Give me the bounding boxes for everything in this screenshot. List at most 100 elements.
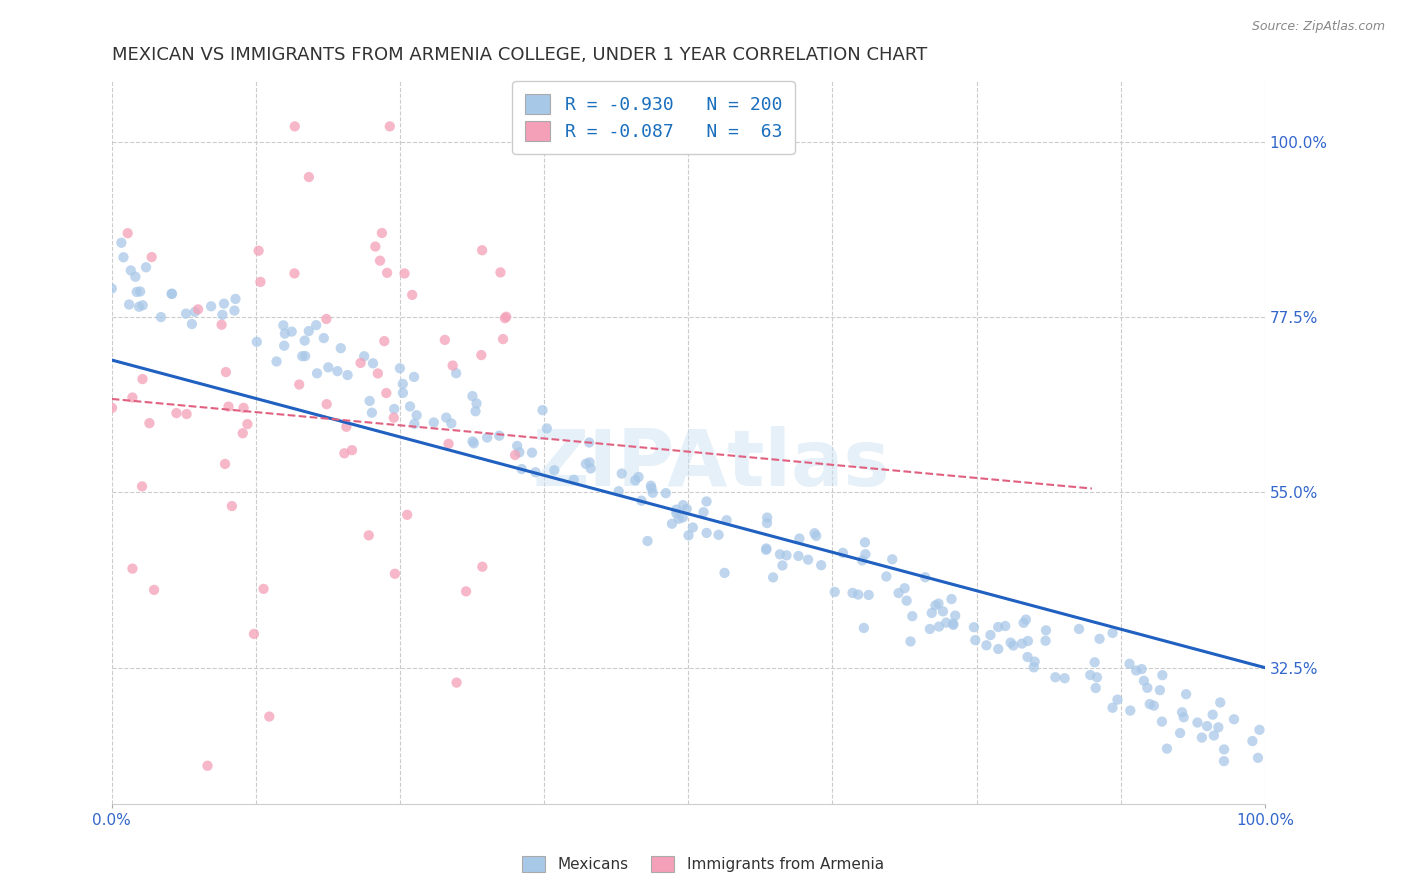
Point: [858, 588, 880, 602]
Point: [1119, 704, 1142, 718]
Point: [274, 326, 297, 341]
Point: [696, 525, 718, 540]
Legend: R = -0.930   N = 200, R = -0.087   N =  63: R = -0.930 N = 200, R = -0.087 N = 63: [512, 81, 794, 153]
Point: [266, 354, 288, 368]
Point: [1067, 622, 1090, 636]
Point: [454, 584, 477, 599]
Point: [1149, 683, 1171, 698]
Point: [461, 389, 484, 403]
Point: [1191, 731, 1213, 745]
Point: [853, 535, 876, 549]
Point: [131, 372, 153, 386]
Point: [259, 709, 281, 723]
Point: [994, 619, 1017, 633]
Point: [329, 341, 352, 355]
Point: [129, 285, 152, 299]
Point: [315, 312, 337, 326]
Point: [1173, 710, 1195, 724]
Point: [927, 597, 949, 611]
Point: [333, 446, 356, 460]
Point: [787, 549, 810, 563]
Legend: Mexicans, Immigrants from Armenia: Mexicans, Immigrants from Armenia: [515, 848, 891, 880]
Point: [434, 410, 457, 425]
Point: [382, 401, 405, 416]
Point: [294, 334, 316, 348]
Point: [943, 608, 966, 623]
Point: [520, 445, 543, 459]
Point: [273, 339, 295, 353]
Point: [378, 120, 401, 134]
Point: [506, 439, 529, 453]
Point: [756, 516, 779, 530]
Point: [624, 474, 647, 488]
Point: [1088, 632, 1111, 646]
Point: [1223, 712, 1246, 726]
Point: [298, 169, 321, 184]
Point: [1187, 715, 1209, 730]
Point: [101, 281, 124, 295]
Point: [1125, 664, 1147, 678]
Point: [316, 360, 339, 375]
Point: [124, 269, 146, 284]
Point: [367, 367, 389, 381]
Point: [672, 510, 695, 524]
Point: [475, 431, 498, 445]
Point: [1156, 741, 1178, 756]
Point: [824, 585, 846, 599]
Point: [942, 618, 965, 632]
Point: [1084, 655, 1107, 669]
Point: [391, 376, 413, 391]
Point: [610, 467, 633, 481]
Point: [655, 486, 678, 500]
Point: [1247, 751, 1270, 765]
Point: [215, 365, 238, 379]
Point: [368, 253, 391, 268]
Point: [1084, 681, 1107, 695]
Point: [141, 250, 163, 264]
Point: [979, 628, 1001, 642]
Point: [678, 528, 700, 542]
Point: [637, 533, 659, 548]
Point: [831, 546, 853, 560]
Point: [112, 250, 135, 264]
Point: [247, 244, 270, 258]
Point: [128, 300, 150, 314]
Point: [353, 349, 375, 363]
Point: [789, 532, 811, 546]
Point: [918, 622, 941, 636]
Point: [510, 462, 533, 476]
Point: [1017, 650, 1039, 665]
Point: [607, 484, 630, 499]
Point: [135, 260, 157, 275]
Point: [396, 508, 419, 522]
Point: [640, 479, 662, 493]
Point: [224, 292, 246, 306]
Point: [101, 401, 124, 415]
Point: [349, 356, 371, 370]
Point: [280, 325, 302, 339]
Point: [495, 310, 517, 324]
Point: [232, 426, 254, 441]
Point: [1213, 754, 1236, 768]
Point: [762, 570, 785, 584]
Point: [187, 302, 209, 317]
Point: [531, 403, 554, 417]
Point: [404, 417, 426, 431]
Point: [375, 266, 398, 280]
Point: [440, 417, 463, 431]
Text: MEXICAN VS IMMIGRANTS FROM ARMENIA COLLEGE, UNDER 1 YEAR CORRELATION CHART: MEXICAN VS IMMIGRANTS FROM ARMENIA COLLE…: [111, 46, 927, 64]
Point: [399, 400, 422, 414]
Point: [578, 435, 600, 450]
Point: [200, 299, 222, 313]
Point: [887, 586, 910, 600]
Point: [488, 428, 510, 442]
Point: [364, 239, 387, 253]
Point: [340, 443, 363, 458]
Point: [976, 638, 998, 652]
Point: [471, 559, 494, 574]
Point: [797, 552, 820, 566]
Point: [578, 455, 600, 469]
Point: [489, 265, 512, 279]
Point: [243, 627, 266, 641]
Point: [211, 318, 233, 332]
